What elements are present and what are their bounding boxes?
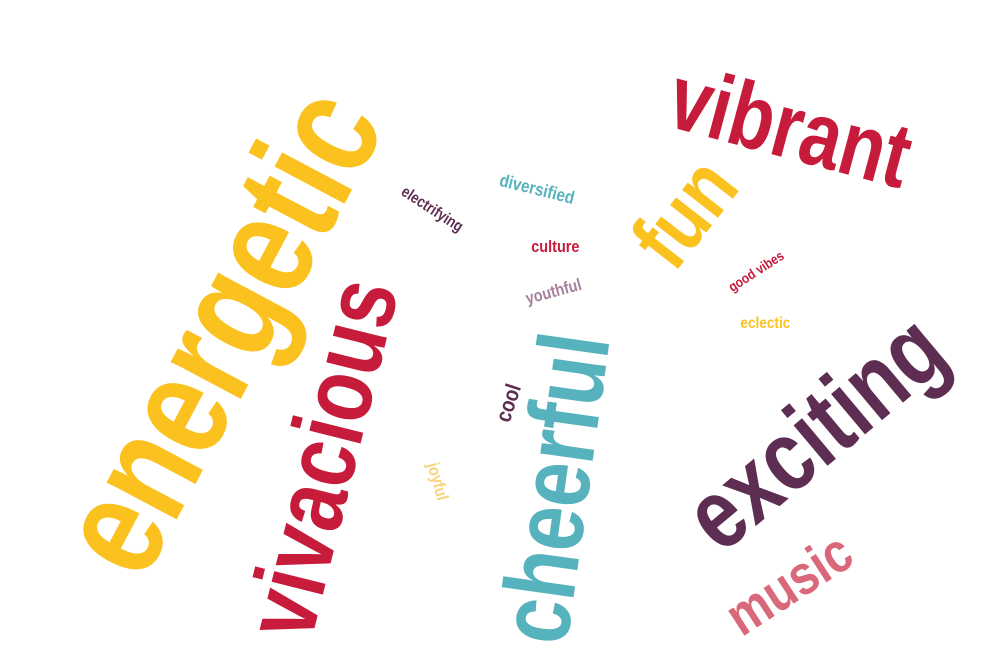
word-joyful: joyful (422, 459, 452, 503)
word-youthful: youthful (523, 274, 584, 308)
word-exciting: exciting (663, 291, 967, 573)
word-eclectic: eclectic (739, 315, 790, 332)
word-cheerful: cheerful (476, 326, 632, 650)
word-electrifying: electrifying (397, 183, 466, 236)
word-culture: culture (530, 236, 579, 256)
word-good-vibes: good vibes (725, 247, 787, 295)
word-diversified: diversified (497, 170, 577, 208)
